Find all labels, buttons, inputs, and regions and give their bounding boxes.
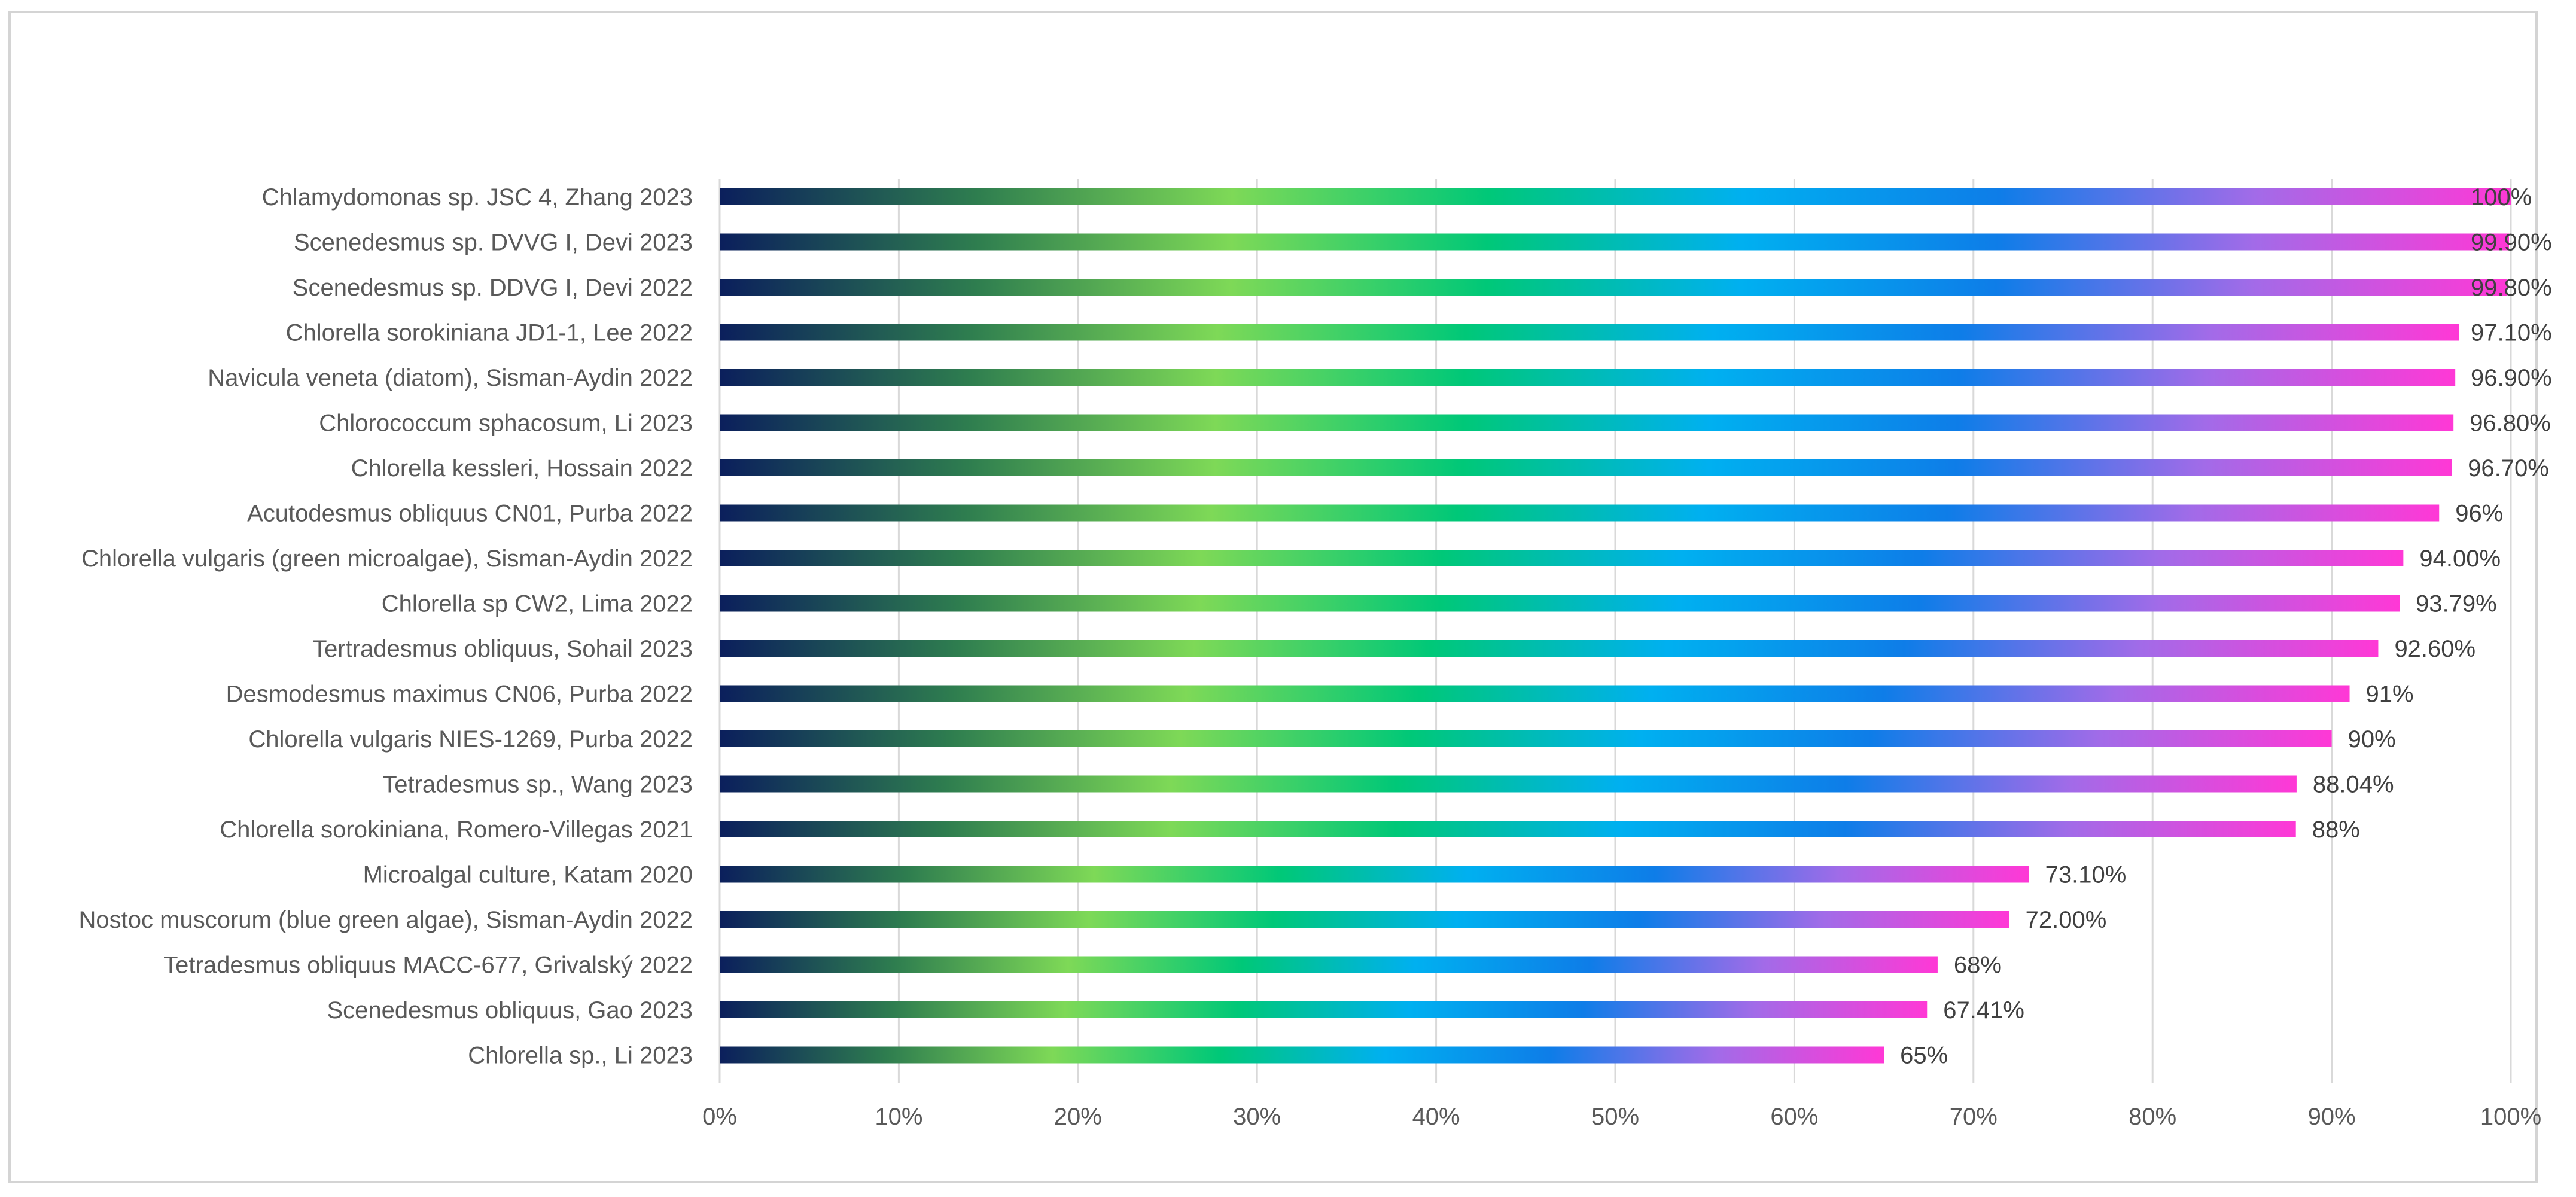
data-label: 97.10%	[2471, 320, 2552, 346]
category-label: Chlorococcum sphacosum, Li 2023	[319, 410, 693, 437]
category-labels: Chlamydomonas sp. JSC 4, Zhang 2023 Scene…	[79, 184, 693, 1069]
category-label: Tetradesmus sp., Wang 2023	[382, 772, 693, 798]
bar	[720, 233, 2510, 251]
data-label: 94.00%	[2419, 546, 2501, 572]
bar	[720, 595, 2400, 612]
x-tick-label: 50%	[1591, 1104, 1639, 1130]
x-tick-label: 20%	[1054, 1104, 1102, 1130]
x-tick-label: 60%	[1770, 1104, 1818, 1130]
x-tick-label: 0%	[702, 1104, 737, 1130]
data-label: 96%	[2455, 501, 2503, 527]
category-label: Nostoc muscorum (blue green algae), Sism…	[79, 907, 693, 933]
bar	[720, 685, 2350, 702]
category-label: Chlorella kessleri, Hossain 2022	[351, 455, 693, 482]
gridlines	[718, 179, 2512, 1083]
x-axis-tick-labels: 0% 10% 20% 30% 40% 50% 60% 70% 80% 90% 100%	[702, 1104, 2541, 1130]
data-label: 93.79%	[2416, 591, 2497, 617]
category-label: Chlorella vulgaris NIES-1269, Purba 2022	[248, 726, 693, 753]
bar	[720, 1001, 1928, 1018]
bar	[720, 1046, 1884, 1064]
x-tick-label: 70%	[1950, 1104, 1998, 1130]
bar	[720, 414, 2454, 431]
category-label: Chlorella vulgaris (green microalgae), S…	[81, 546, 693, 572]
bars	[720, 188, 2511, 1064]
bar	[720, 911, 2009, 928]
bar	[720, 324, 2459, 341]
category-label: Scenedesmus sp. DDVG I, Devi 2022	[293, 275, 693, 301]
x-tick-label: 80%	[2129, 1104, 2176, 1130]
data-label: 100%	[2471, 184, 2532, 211]
category-label: Chlorella sorokiniana JD1-1, Lee 2022	[286, 320, 693, 346]
bar	[720, 866, 2029, 883]
bar	[720, 504, 2440, 522]
data-label: 90%	[2348, 726, 2396, 753]
data-label: 88.04%	[2313, 772, 2394, 798]
bar	[720, 188, 2511, 205]
bar	[720, 279, 2508, 296]
category-label: Chlorella sp CW2, Lima 2022	[382, 591, 693, 617]
data-label: 73.10%	[2045, 862, 2127, 888]
bar	[720, 821, 2296, 837]
data-label: 96.90%	[2471, 365, 2552, 391]
bar	[720, 459, 2452, 476]
bar	[720, 369, 2456, 386]
bar	[720, 550, 2404, 566]
bar	[720, 775, 2297, 793]
x-tick-label: 10%	[875, 1104, 922, 1130]
data-label: 68%	[1954, 952, 2002, 979]
category-label: Chlamydomonas sp. JSC 4, Zhang 2023	[262, 184, 693, 211]
category-label: Chlorella sorokiniana, Romero-Villegas 2…	[220, 817, 693, 843]
x-tick-label: 100%	[2480, 1104, 2541, 1130]
category-label: Tetradesmus obliquus MACC-677, Grivalský…	[163, 952, 693, 979]
category-label: Scenedesmus sp. DVVG I, Devi 2023	[294, 230, 693, 256]
category-label: Microalgal culture, Katam 2020	[363, 862, 693, 888]
x-tick-label: 40%	[1412, 1104, 1460, 1130]
category-label: Acutodesmus obliquus CN01, Purba 2022	[247, 501, 693, 527]
data-label: 99.90%	[2471, 230, 2552, 256]
category-label: Scenedesmus obliquus, Gao 2023	[327, 997, 693, 1024]
category-label: Tertradesmus obliquus, Sohail 2023	[312, 636, 693, 662]
data-label: 88%	[2312, 817, 2360, 843]
x-tick-label: 90%	[2308, 1104, 2356, 1130]
data-label: 92.60%	[2394, 636, 2475, 662]
bar	[720, 640, 2379, 657]
bar	[720, 956, 1938, 973]
bar	[720, 730, 2332, 747]
category-label: Desmodesmus maximus CN06, Purba 2022	[226, 681, 693, 708]
data-label: 65%	[1900, 1043, 1948, 1069]
data-label: 99.80%	[2471, 275, 2552, 301]
x-tick-label: 30%	[1233, 1104, 1281, 1130]
data-label: 72.00%	[2026, 907, 2107, 933]
data-label: 96.70%	[2468, 455, 2549, 482]
data-label: 96.80%	[2470, 410, 2551, 437]
data-label: 91%	[2366, 681, 2414, 708]
category-label: Chlorella sp., Li 2023	[468, 1043, 693, 1069]
category-label: Navicula veneta (diatom), Sisman-Aydin 2…	[208, 365, 693, 391]
data-labels: 100% 99.90% 99.80% 97.10% 96.90% 96.80% 96.70%…	[1900, 184, 2552, 1069]
data-label: 67.41%	[1943, 997, 2024, 1024]
